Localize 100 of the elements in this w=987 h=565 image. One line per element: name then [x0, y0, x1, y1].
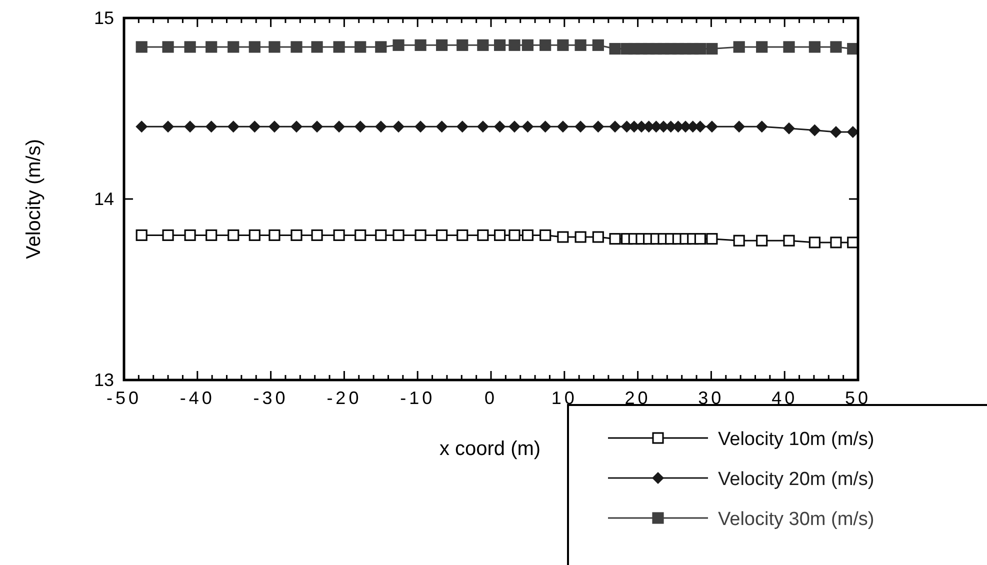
- point: [783, 234, 795, 246]
- point: [557, 39, 569, 51]
- x-tick-label: -40: [180, 388, 215, 408]
- point: [248, 229, 260, 241]
- point: [539, 120, 552, 133]
- point: [574, 120, 587, 133]
- point: [508, 120, 520, 133]
- x-tick-label: 40: [772, 388, 798, 408]
- point: [227, 120, 240, 133]
- point: [268, 120, 280, 133]
- point: [392, 120, 405, 133]
- point: [414, 39, 426, 51]
- y-tick-label: 15: [94, 8, 114, 28]
- point: [268, 41, 280, 53]
- point: [522, 39, 534, 51]
- point: [477, 39, 489, 51]
- point: [830, 126, 842, 138]
- point: [162, 41, 174, 53]
- point: [756, 120, 768, 133]
- point: [414, 120, 427, 133]
- point: [162, 229, 174, 241]
- point: [494, 229, 506, 241]
- point: [268, 229, 280, 241]
- x-tick-label: -10: [400, 388, 436, 408]
- point: [592, 231, 604, 243]
- point: [694, 42, 706, 55]
- point: [136, 229, 148, 241]
- point: [522, 120, 534, 133]
- point: [136, 120, 148, 133]
- text: Velocity 10m (m/s): [718, 429, 874, 450]
- point: [184, 229, 196, 241]
- point: [311, 41, 323, 53]
- y-tick-label: 14: [94, 189, 114, 209]
- point: [540, 229, 552, 241]
- point: [783, 41, 795, 53]
- point: [756, 234, 768, 246]
- point: [574, 231, 586, 243]
- point: [508, 39, 520, 51]
- point: [574, 39, 586, 51]
- x-tick-label: -30: [253, 388, 288, 408]
- point: [494, 39, 506, 51]
- point: [609, 233, 621, 245]
- point: [374, 120, 387, 133]
- point: [694, 233, 706, 245]
- point: [494, 120, 506, 133]
- x-axis-title: x coord (m): [439, 438, 541, 460]
- y-axis-title: Velocity (m/s): [23, 138, 45, 260]
- point: [522, 229, 534, 241]
- point: [290, 120, 302, 133]
- point: [808, 124, 821, 136]
- point: [783, 122, 796, 134]
- point: [354, 41, 366, 53]
- point: [392, 229, 404, 241]
- point: [830, 236, 842, 248]
- point: [248, 120, 261, 133]
- point: [508, 229, 520, 241]
- point: [456, 39, 468, 51]
- x-tick-label: 10: [551, 388, 578, 408]
- point: [436, 39, 448, 51]
- y-tick-label: 13: [94, 370, 114, 390]
- point: [228, 229, 240, 241]
- point: [206, 41, 218, 53]
- point: [205, 120, 218, 133]
- x-tick-label: 30: [698, 388, 724, 408]
- point: [333, 229, 345, 241]
- point: [476, 120, 489, 133]
- x-tick-label: -20: [326, 388, 362, 408]
- x-tick-label: 20: [624, 388, 651, 408]
- point: [609, 42, 621, 55]
- point: [733, 234, 745, 246]
- point: [375, 41, 387, 53]
- point: [311, 120, 324, 133]
- point: [456, 120, 468, 133]
- point: [228, 41, 240, 53]
- point: [706, 42, 718, 55]
- point: [592, 120, 604, 133]
- point: [375, 229, 387, 241]
- point: [354, 120, 366, 133]
- point: [392, 39, 404, 51]
- point: [756, 41, 768, 53]
- x-tick-label: 50: [844, 388, 872, 408]
- point: [477, 229, 489, 241]
- point: [830, 41, 842, 53]
- point: [354, 229, 366, 241]
- point: [609, 120, 622, 133]
- x-tick-label: 0: [484, 388, 498, 408]
- point: [290, 41, 302, 53]
- point: [436, 229, 448, 241]
- point: [333, 41, 345, 53]
- point: [733, 120, 746, 133]
- point: [706, 233, 718, 245]
- point: [733, 41, 745, 53]
- x-tick-label: -50: [106, 388, 142, 408]
- point: [414, 229, 426, 241]
- point: [333, 120, 346, 133]
- point: [248, 41, 260, 53]
- point: [808, 236, 820, 248]
- point: [311, 229, 323, 241]
- point: [206, 229, 218, 241]
- point: [184, 120, 196, 133]
